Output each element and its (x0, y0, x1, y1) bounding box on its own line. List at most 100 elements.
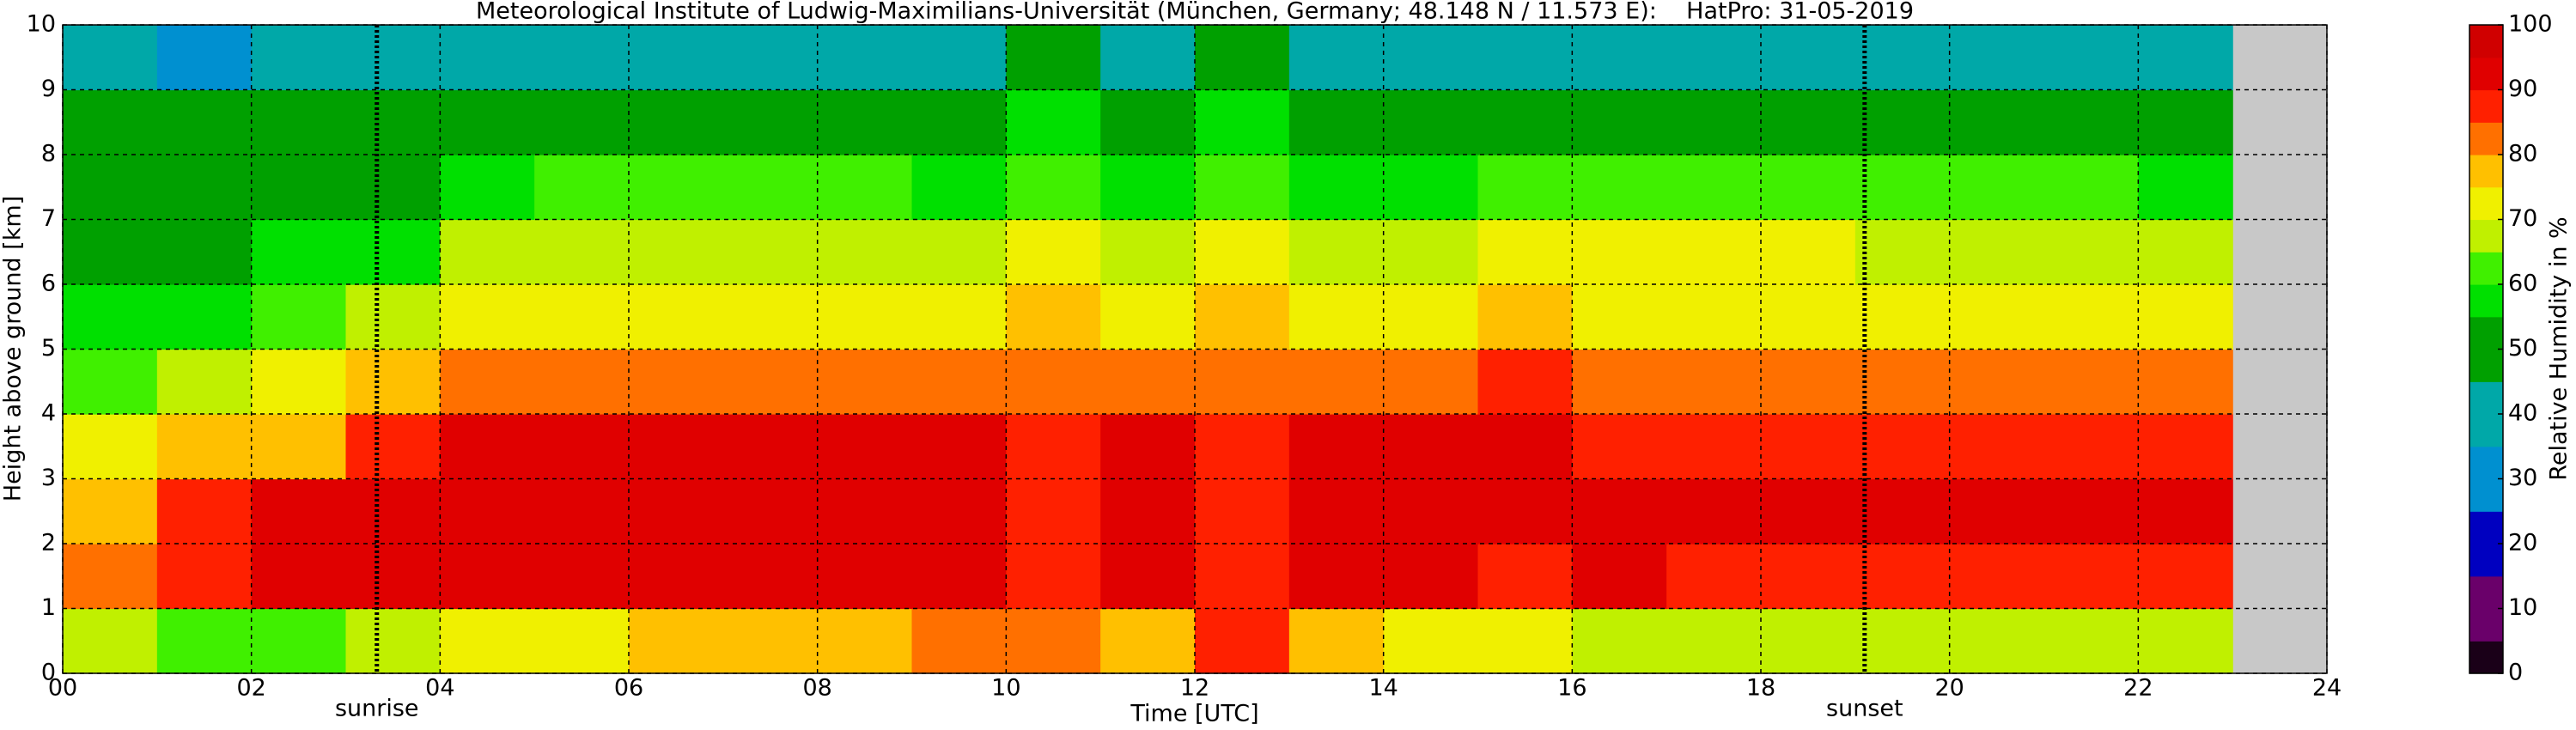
heatmap-cell (1006, 25, 1101, 91)
heatmap-cell (345, 219, 441, 285)
x-tick-label: 20 (1934, 675, 1964, 702)
heatmap-cell (440, 414, 535, 480)
y-tick-label: 8 (41, 141, 56, 167)
heatmap-cell (722, 155, 819, 221)
heatmap-cell (2043, 478, 2139, 544)
heatmap-cell (534, 219, 630, 285)
heatmap-cell (2138, 414, 2233, 480)
heatmap-cell (629, 25, 724, 91)
heatmap-cell (1477, 219, 1573, 285)
colorbar-band (2469, 89, 2503, 123)
y-tick-label: 4 (41, 400, 56, 427)
heatmap-cell (251, 25, 347, 91)
heatmap-cell (1006, 544, 1101, 610)
colorbar-band (2469, 57, 2503, 91)
heatmap-cell (1572, 478, 1667, 544)
colorbar-band (2469, 414, 2503, 447)
heatmap-cell (1100, 544, 1196, 610)
plot-frame (62, 24, 2328, 674)
heatmap-cell (1195, 478, 1290, 544)
heatmap-cell (1761, 414, 1856, 480)
heatmap-cell (2138, 284, 2233, 350)
heatmap-cell (440, 478, 535, 544)
heatmap-cell (156, 478, 253, 544)
heatmap-cell (1477, 414, 1573, 480)
heatmap-cell (1195, 155, 1290, 221)
colorbar-band (2469, 575, 2503, 610)
heatmap-cell (156, 544, 253, 610)
heatmap-cell (1854, 155, 1951, 221)
heatmap-cell (911, 155, 1007, 221)
colorbar-band (2469, 349, 2503, 382)
heatmap-cell (629, 349, 724, 415)
y-tick-label: 0 (41, 660, 56, 686)
heatmap-cell (1006, 284, 1101, 350)
colorbar-tick-label: 30 (2508, 465, 2537, 491)
x-tick-label: 10 (991, 675, 1020, 702)
heatmap-cell (534, 155, 630, 221)
colorbar-tick-label: 0 (2508, 660, 2523, 686)
y-axis-label: Height above ground [km] (0, 196, 27, 502)
heatmap-cell (911, 284, 1007, 350)
heatmap-cell (251, 349, 347, 415)
heatmap-cell (156, 155, 253, 221)
heatmap-cell (911, 219, 1007, 285)
heatmap-cell (1572, 25, 1667, 91)
x-tick-label: 14 (1368, 675, 1398, 702)
heatmap-cell (817, 284, 913, 350)
heatmap-cell (1006, 89, 1101, 155)
colorbar-band (2469, 155, 2503, 188)
heatmap-cell (1854, 478, 1951, 544)
heatmap-cell (629, 284, 724, 350)
colorbar-band (2469, 641, 2503, 674)
heatmap-cell (1100, 284, 1196, 350)
heatmap-cell (722, 544, 819, 610)
heatmap-cell (1100, 349, 1196, 415)
heatmap-cell (63, 414, 158, 480)
colorbar-band (2469, 284, 2503, 318)
heatmap-cell (1854, 414, 1951, 480)
colorbar-tick-label: 20 (2508, 530, 2537, 557)
heatmap-cell (1761, 25, 1856, 91)
heatmap-cell (1477, 544, 1573, 610)
heatmap-cell (156, 349, 253, 415)
heatmap-cell (817, 89, 913, 155)
heatmap-cell (629, 155, 724, 221)
colorbar-band (2469, 252, 2503, 285)
x-tick-label: 08 (802, 675, 831, 702)
heatmap-cell (156, 89, 253, 155)
heatmap-cell (1761, 284, 1856, 350)
heatmap-cell (345, 544, 441, 610)
heatmap-cell (1572, 284, 1667, 350)
heatmap-cell (534, 608, 630, 674)
heatmap-cell (1288, 478, 1385, 544)
heatmap-cell (817, 349, 913, 415)
heatmap-cell (817, 544, 913, 610)
heatmap-cell (1572, 414, 1667, 480)
heatmap-cell (2043, 608, 2139, 674)
heatmap-cell (156, 219, 253, 285)
heatmap-cell (911, 414, 1007, 480)
heatmap-cell (1949, 478, 2045, 544)
heatmap-cell (1949, 155, 2045, 221)
x-tick-label: 16 (1557, 675, 1586, 702)
heatmap-cell (1572, 544, 1667, 610)
heatmap-cell (1100, 608, 1196, 674)
colorbar-tick-label: 70 (2508, 205, 2537, 232)
heatmap-cell (1288, 608, 1385, 674)
heatmap-cell (1761, 89, 1856, 155)
heatmap-cell (2138, 155, 2233, 221)
heatmap-cell (817, 155, 913, 221)
y-tick-label: 6 (41, 271, 56, 297)
heatmap-cell (1477, 89, 1573, 155)
heatmap-cell (1100, 414, 1196, 480)
heatmap-cell (534, 349, 630, 415)
heatmap-cell (1477, 608, 1573, 674)
colorbar-tick-label: 10 (2508, 594, 2537, 621)
heatmap-cell (1949, 25, 2045, 91)
heatmap-cell (1949, 414, 2045, 480)
heatmap-cell (1949, 89, 2045, 155)
heatmap-cell (1383, 478, 1479, 544)
heatmap-cell (1195, 608, 1290, 674)
heatmap-cell (156, 284, 253, 350)
